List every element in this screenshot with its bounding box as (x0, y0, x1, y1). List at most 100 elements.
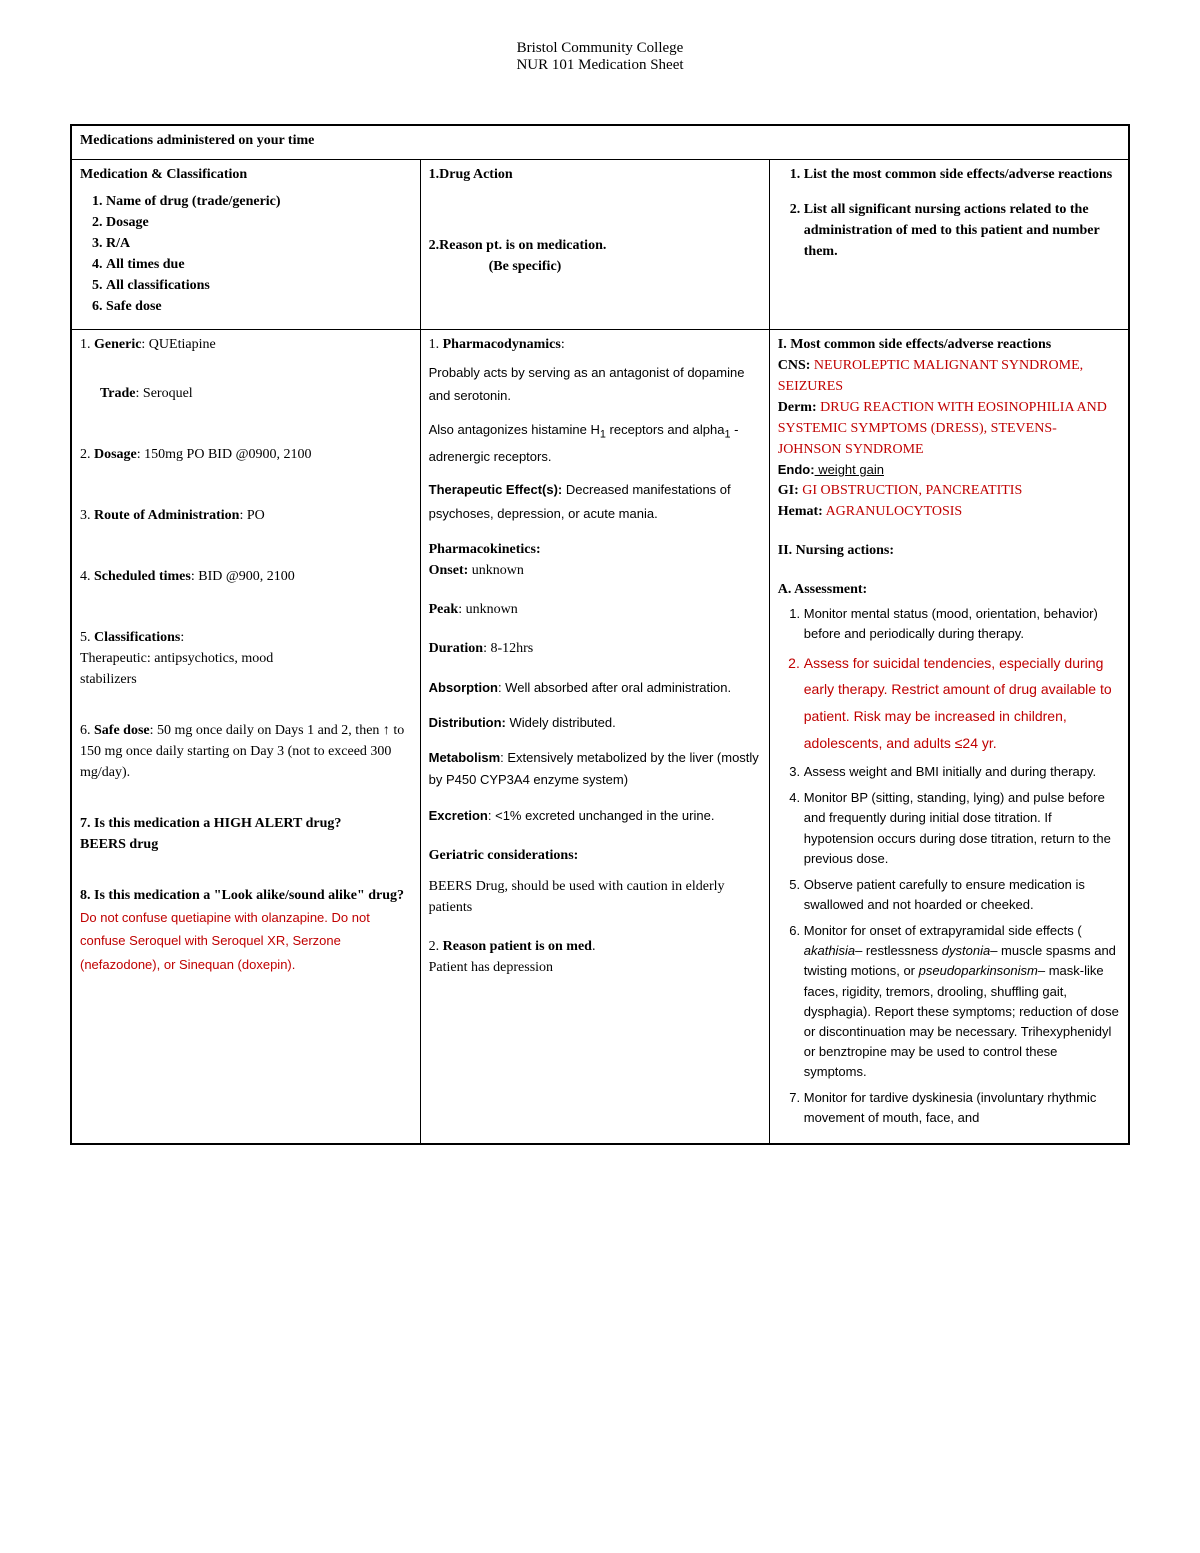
derm-label: Derm: (778, 400, 817, 415)
na-title: II. Nursing actions: (778, 540, 1120, 561)
trade-label: Trade (100, 386, 136, 401)
q7: 7. Is this medication a HIGH ALERT drug? (80, 813, 412, 834)
header-line1: Bristol Community College (70, 40, 1130, 57)
ger-value: BEERS Drug, should be used with caution … (429, 876, 761, 918)
gi-line: GI: GI OBSTRUCTION, PANCREATITIS (778, 480, 1120, 501)
peak-line: Peak: unknown (429, 599, 761, 620)
route-line: 3. Route of Administration: PO (80, 505, 412, 526)
table-title-row: Medications administered on your time (71, 125, 1129, 160)
header-col1: Medication & Classification Name of drug… (71, 160, 420, 330)
ger-title-line: Geriatric considerations: (429, 845, 761, 866)
nursing-item: Monitor for tardive dyskinesia (involunt… (804, 1088, 1120, 1128)
trade-line: Trade: Seroquel (80, 383, 412, 404)
dosage-line: 2. Dosage: 150mg PO BID @0900, 2100 (80, 444, 412, 465)
list-item: List all significant nursing actions rel… (804, 199, 1120, 262)
n6i2: dystonia (942, 943, 990, 958)
endo-line: Endo: weight gain (778, 460, 1120, 480)
list-item: Name of drug (trade/generic) (106, 191, 412, 212)
class-value-2: stabilizers (80, 669, 412, 690)
generic-line: 1. Generic: QUEtiapine (80, 334, 412, 355)
list-item: R/A (106, 233, 412, 254)
te-line: Therapeutic Effect(s): Decreased manifes… (429, 478, 761, 525)
q8-ans: Do not confuse quetiapine with olanzapin… (80, 906, 412, 976)
assess-title: A. Assessment: (778, 579, 1120, 600)
reason-line: 2. Reason patient is on med. (429, 936, 761, 957)
generic-value: : QUEtiapine (141, 337, 215, 352)
dosage-value: : 150mg PO BID @0900, 2100 (137, 447, 312, 462)
route-label: Route of Administration (94, 508, 239, 523)
page-header: Bristol Community College NUR 101 Medica… (70, 40, 1130, 74)
nursing-item-red: Assess for suicidal tendencies, especial… (804, 650, 1120, 756)
gi-label: GI: (778, 483, 799, 498)
col1-heading: Medication & Classification (80, 164, 412, 185)
n6i1: akathisia (804, 943, 855, 958)
list-item: All classifications (106, 275, 412, 296)
route-value: : PO (239, 508, 264, 523)
medication-table: Medications administered on your time Me… (70, 124, 1130, 1145)
met-label: Metabolism (429, 750, 501, 765)
body-col2: 1. Pharmacodynamics: Probably acts by se… (420, 330, 769, 1144)
nursing-item-6: Monitor for onset of extrapyramidal side… (804, 921, 1120, 1082)
class-label: Classifications (94, 630, 180, 645)
cns-value: NEUROLEPTIC MALIGNANT SYNDROME, SEIZURES (778, 358, 1083, 394)
dist-line: Distribution: Widely distributed. (429, 713, 761, 733)
abs-line: Absorption: Well absorbed after oral adm… (429, 677, 761, 699)
dist-value: Widely distributed. (506, 715, 616, 730)
endo-label: Endo: (778, 462, 815, 477)
onset-label: Onset: (429, 563, 469, 578)
n6d: – mask-like faces, rigidity, tremors, dr… (804, 963, 1119, 1079)
pd-title: Pharmacodynamics (443, 337, 561, 352)
reason-label: Reason patient is on med (443, 939, 592, 954)
nursing-item: Monitor BP (sitting, standing, lying) an… (804, 788, 1120, 869)
class-value-1: Therapeutic: antipsychotics, mood (80, 648, 412, 669)
te-label: Therapeutic Effect(s): (429, 482, 563, 497)
q8: 8. Is this medication a "Look alike/soun… (80, 885, 412, 906)
derm-line: Derm: DRUG REACTION WITH EOSINOPHILIA AN… (778, 397, 1120, 460)
nursing-item: Monitor mental status (mood, orientation… (804, 604, 1120, 644)
reason-value: Patient has depression (429, 957, 761, 978)
col2-line1: 1.Drug Action (429, 164, 761, 185)
q7-ans: BEERS drug (80, 834, 412, 855)
nursing-list: Monitor mental status (mood, orientation… (778, 604, 1120, 1129)
n6b: – restlessness (855, 943, 942, 958)
exc-value: : <1% excreted unchanged in the urine. (488, 808, 715, 823)
onset-line: Onset: unknown (429, 560, 761, 581)
table-title: Medications administered on your time (71, 125, 1129, 160)
cns-line: CNS: NEUROLEPTIC MALIGNANT SYNDROME, SEI… (778, 355, 1120, 397)
pd-p2a: Also antagonizes histamine H (429, 422, 600, 437)
dur-line: Duration: 8-12hrs (429, 638, 761, 659)
generic-label: Generic (94, 337, 141, 352)
header-col3: List the most common side effects/advers… (769, 160, 1129, 330)
n6a: Monitor for onset of extrapyramidal side… (804, 923, 1082, 938)
dur-value: : 8-12hrs (483, 641, 533, 656)
exc-label: Excretion (429, 808, 488, 823)
hemat-line: Hemat: AGRANULOCYTOSIS (778, 501, 1120, 522)
sched-value: : BID @900, 2100 (191, 569, 295, 584)
pd-p2: Also antagonizes histamine H1 receptors … (429, 418, 761, 468)
ger-title: Geriatric considerations (429, 848, 574, 863)
dur-label: Duration (429, 641, 483, 656)
class-line: 5. Classifications: (80, 627, 412, 648)
onset-value: unknown (468, 563, 524, 578)
exc-line: Excretion: <1% excreted unchanged in the… (429, 805, 761, 827)
body-col3: I. Most common side effects/adverse reac… (769, 330, 1129, 1144)
cns-label: CNS: (778, 358, 811, 373)
dist-label: Distribution: (429, 715, 506, 730)
list-item: Dosage (106, 212, 412, 233)
list-item: All times due (106, 254, 412, 275)
dosage-label: Dosage (94, 447, 137, 462)
header-col2: 1.Drug Action 2.Reason pt. is on medicat… (420, 160, 769, 330)
sched-label: Scheduled times (94, 569, 191, 584)
derm-value: DRUG REACTION WITH EOSINOPHILIA AND SYST… (778, 400, 1107, 457)
header-line2: NUR 101 Medication Sheet (70, 57, 1130, 74)
body-row: 1. Generic: QUEtiapine Trade: Seroquel 2… (71, 330, 1129, 1144)
met-line: Metabolism: Extensively metabolized by t… (429, 747, 761, 791)
pd-title-line: 1. Pharmacodynamics: (429, 334, 761, 355)
hemat-value: AGRANULOCYTOSIS (823, 504, 962, 519)
safe-line: 6. Safe dose: 50 mg once daily on Days 1… (80, 720, 412, 783)
gi-value: GI OBSTRUCTION, PANCREATITIS (799, 483, 1023, 498)
peak-value: : unknown (458, 602, 518, 617)
header-row: Medication & Classification Name of drug… (71, 160, 1129, 330)
endo-value: weight gain (815, 462, 884, 477)
trade-value: : Seroquel (136, 386, 193, 401)
